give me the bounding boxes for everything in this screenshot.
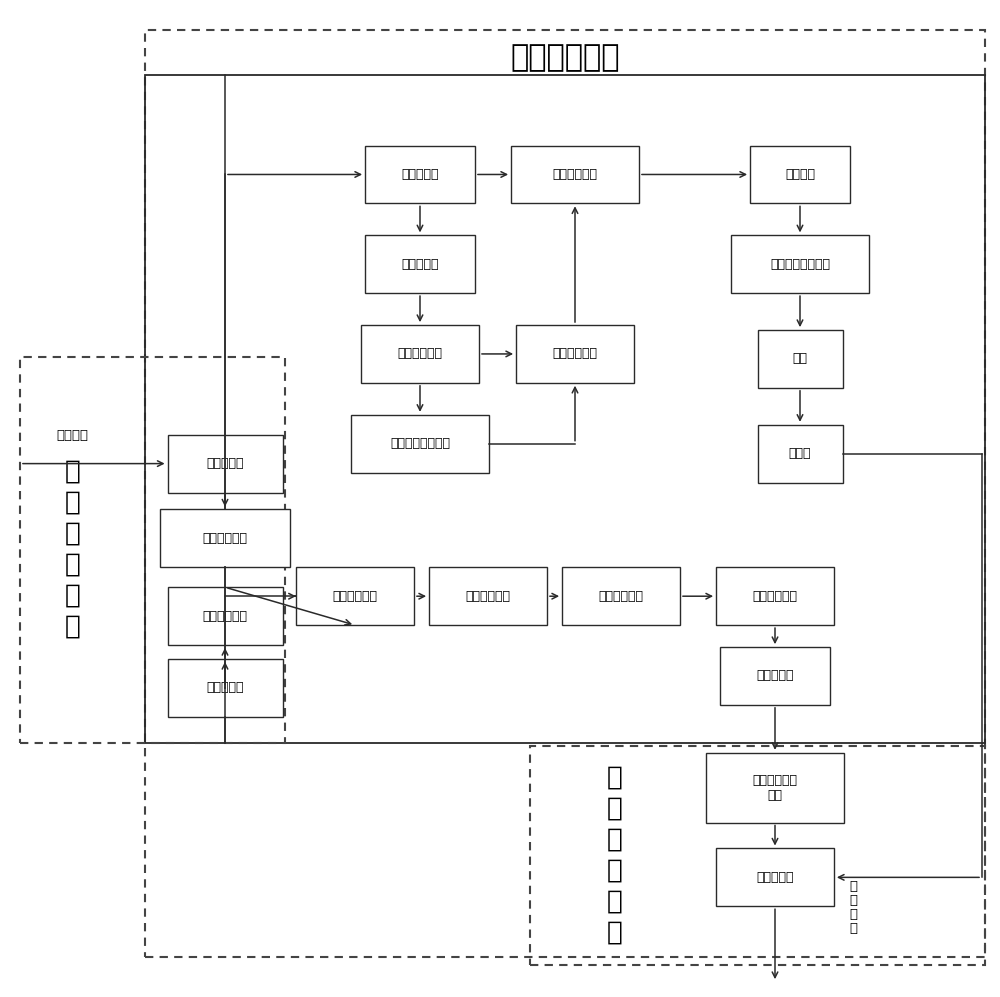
Text: 频偏校正单元: 频偏校正单元 (510, 43, 620, 73)
Text: 副同步模块: 副同步模块 (401, 257, 439, 271)
Bar (168, 587, 283, 645)
Text: 第一滤波模块: 第一滤波模块 (202, 609, 248, 623)
Text: 输
入
处
理
单
元: 输 入 处 理 单 元 (607, 765, 623, 946)
Bar (716, 848, 834, 906)
Text: 第二滤波模块: 第二滤波模块 (753, 589, 798, 603)
Text: 本地扰码产生模块: 本地扰码产生模块 (390, 437, 450, 451)
Bar (429, 567, 547, 625)
Bar (731, 235, 869, 293)
Bar (750, 146, 850, 203)
Text: 锁相环: 锁相环 (789, 447, 811, 461)
Bar (706, 753, 844, 823)
Bar (530, 746, 985, 965)
Bar (562, 567, 680, 625)
Bar (720, 647, 830, 705)
Bar (20, 357, 285, 743)
Bar (351, 415, 489, 473)
Text: 第二混频器: 第二混频器 (756, 870, 794, 884)
Text: 接口模块: 接口模块 (785, 167, 815, 181)
Bar (758, 425, 843, 483)
Bar (145, 30, 985, 957)
Bar (365, 146, 475, 203)
Bar (716, 567, 834, 625)
Text: 相关运算模块: 相关运算模块 (552, 347, 598, 361)
Text: 模数转换模块: 模数转换模块 (202, 531, 248, 545)
Bar (296, 567, 414, 625)
Bar (365, 235, 475, 293)
Text: 第一数模转换模块: 第一数模转换模块 (770, 257, 830, 271)
Bar (168, 435, 283, 493)
Bar (168, 659, 283, 717)
Text: 主同步模块: 主同步模块 (401, 167, 439, 181)
Text: 输
入
处
理
单
元: 输 入 处 理 单 元 (65, 459, 81, 640)
Bar (160, 509, 290, 567)
Text: 第二数模转换
模块: 第二数模转换 模块 (753, 774, 798, 802)
Text: 信号插值模块: 信号插值模块 (598, 589, 644, 603)
Text: 晶振: 晶振 (792, 352, 808, 366)
Bar (516, 325, 634, 383)
Text: 射频信号: 射频信号 (56, 429, 88, 442)
Text: 上变频模块: 上变频模块 (756, 669, 794, 683)
Text: 频偏估计模块: 频偏估计模块 (552, 167, 598, 181)
Text: 第一混频器: 第一混频器 (206, 457, 244, 471)
Bar (361, 325, 479, 383)
Text: 扰码识别模块: 扰码识别模块 (398, 347, 442, 361)
Text: 下变频模块: 下变频模块 (206, 681, 244, 695)
Text: 射
频
信
号: 射 频 信 号 (849, 879, 857, 935)
Bar (145, 75, 985, 743)
Bar (758, 330, 843, 388)
Text: 信号处理模块: 信号处理模块 (466, 589, 511, 603)
Text: 信号抽取模块: 信号抽取模块 (332, 589, 378, 603)
Bar (511, 146, 639, 203)
